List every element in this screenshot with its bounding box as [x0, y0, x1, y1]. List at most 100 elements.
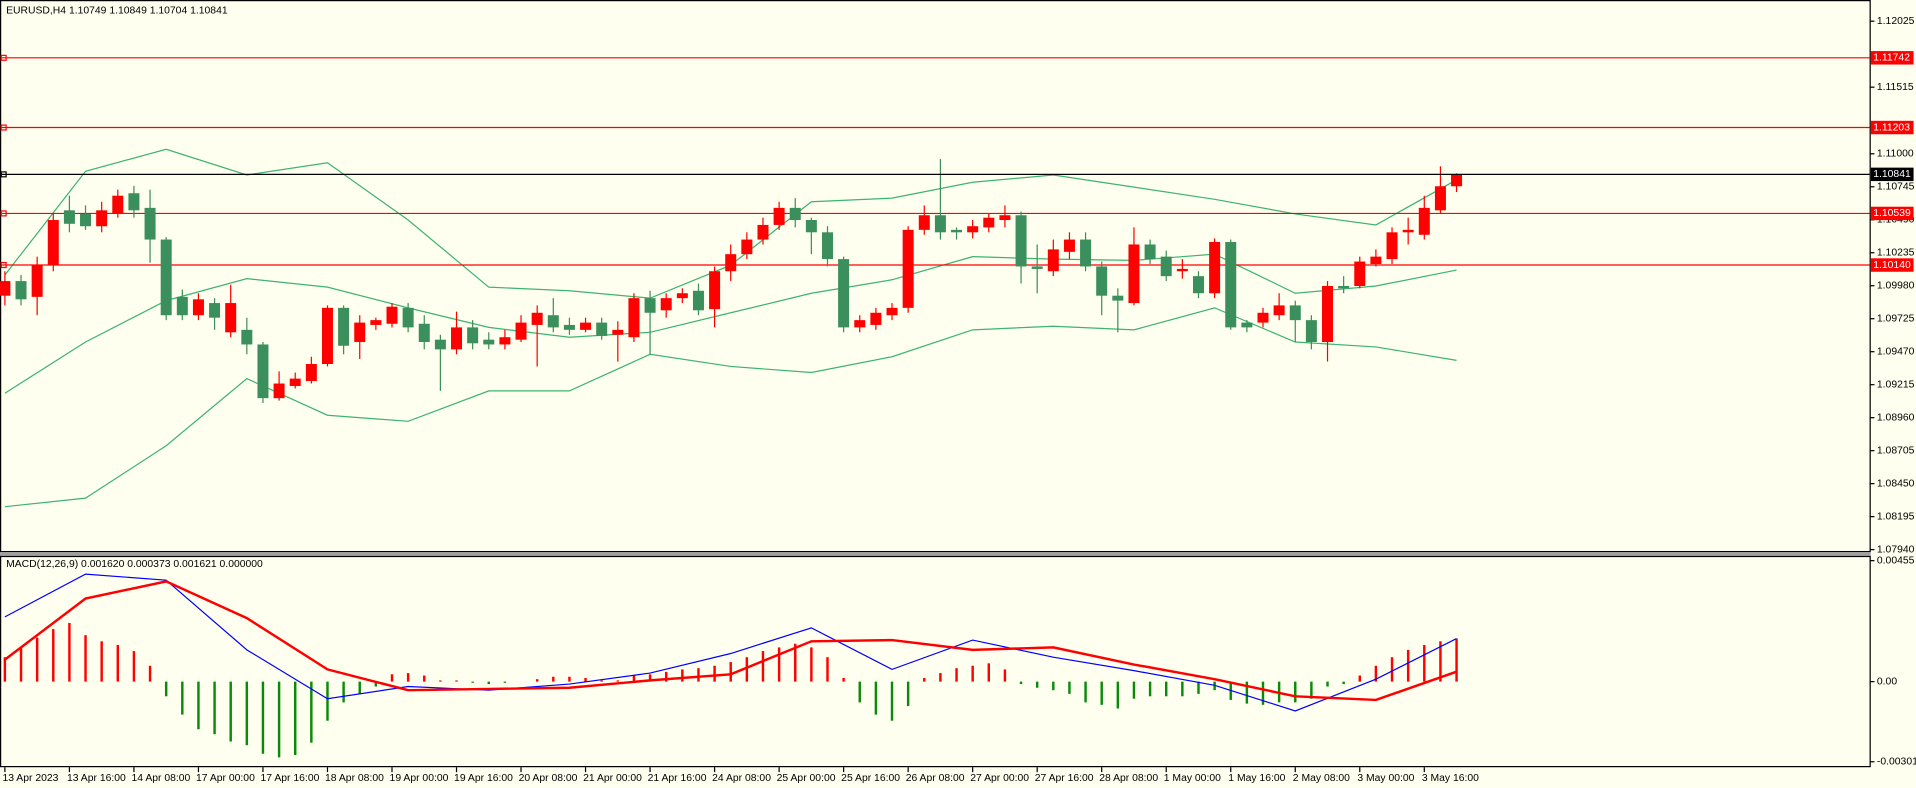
candle-body: [1241, 322, 1253, 328]
candle-body: [1225, 242, 1237, 328]
candle-body: [838, 259, 850, 328]
candle-body: [967, 226, 979, 233]
macd-title: MACD(12,26,9) 0.001620 0.000373 0.001621…: [6, 559, 263, 570]
candle-body: [854, 320, 866, 328]
candle-body: [918, 215, 930, 230]
price-level-label: 1.11203: [1873, 122, 1910, 133]
y-tick-label: 1.08195: [1877, 511, 1915, 522]
candle-body: [1305, 320, 1317, 343]
price-title: EURUSD,H4 1.10749 1.10849 1.10704 1.1084…: [6, 6, 228, 17]
candle-body: [1273, 305, 1285, 316]
price-level-box: [1870, 258, 1914, 272]
y-tick-label: 1.09215: [1877, 379, 1915, 390]
x-tick-label: 19 Apr 16:00: [454, 773, 513, 784]
price-level-label: 1.10539: [1873, 208, 1911, 219]
candle-body: [1063, 239, 1075, 252]
y-tick-label: 1.11000: [1877, 149, 1914, 160]
price-level-marker: [0, 171, 7, 178]
x-tick-label: 17 Apr 00:00: [196, 773, 255, 784]
candle-body: [773, 207, 785, 225]
candle-body: [1322, 285, 1334, 343]
candle-body: [676, 293, 688, 299]
candle-body: [1289, 305, 1301, 321]
x-tick-label: 3 May 16:00: [1422, 773, 1479, 784]
candle-body: [1128, 244, 1140, 304]
indicator-line: [4, 580, 1457, 702]
candle-body: [1434, 186, 1446, 211]
candle-body: [1192, 276, 1204, 294]
price-panel: [0, 0, 1871, 553]
x-tick-label: 1 May 00:00: [1164, 773, 1221, 784]
candle-body: [886, 307, 898, 316]
candle-body: [596, 322, 608, 336]
candle-body: [1144, 244, 1156, 260]
candle-body: [15, 281, 27, 300]
candle-body: [289, 378, 301, 386]
y-tick-label: 1.08960: [1877, 412, 1915, 423]
x-tick-label: 1 May 16:00: [1228, 773, 1285, 784]
candle-body: [757, 224, 769, 240]
candle-body: [209, 303, 221, 318]
price-level-label: 1.11742: [1873, 53, 1910, 64]
candle-body: [692, 290, 704, 311]
candle-body: [31, 265, 43, 297]
price-level-box: [1870, 120, 1914, 135]
candle-body: [47, 220, 59, 266]
candle-body: [1176, 268, 1188, 272]
candle-body: [612, 329, 624, 335]
candle-body: [725, 254, 737, 272]
price-level-label: 1.10841: [1873, 169, 1911, 180]
candle-body: [80, 213, 92, 227]
candle-body: [1338, 285, 1350, 289]
candle-body: [741, 239, 753, 255]
price-level-label: 1.10140: [1873, 260, 1911, 271]
x-tick-label: 27 Apr 16:00: [1035, 773, 1094, 784]
candle-body: [1096, 266, 1108, 296]
x-tick-label: 18 Apr 08:00: [325, 773, 384, 784]
candle-body: [386, 306, 398, 324]
candle-body: [370, 320, 382, 325]
candle-body: [0, 281, 11, 296]
candle-body: [1370, 256, 1382, 265]
candle-body: [499, 337, 511, 345]
x-tick-label: 2 May 08:00: [1293, 773, 1350, 784]
candle-body: [1047, 249, 1059, 272]
candle-body: [338, 307, 350, 346]
candle-body: [1418, 207, 1430, 235]
x-tick-label: 21 Apr 00:00: [583, 773, 642, 784]
candle-body: [821, 232, 833, 260]
candle-body: [531, 312, 543, 325]
candle-body: [999, 215, 1011, 221]
candle-body: [321, 307, 333, 364]
candle-body: [112, 195, 124, 214]
candle-body: [1386, 232, 1398, 260]
candle-body: [563, 324, 575, 330]
y-tick-label: 1.10745: [1877, 182, 1915, 193]
indicator-line: [4, 307, 1457, 508]
price-level-marker: [0, 54, 7, 61]
candle-body: [273, 383, 285, 399]
candle-body: [483, 339, 495, 345]
x-tick-label: 21 Apr 16:00: [648, 773, 707, 784]
price-level-box: [1870, 206, 1914, 221]
candle-body: [934, 215, 946, 233]
candle-body: [951, 229, 963, 233]
candle-body: [418, 323, 430, 343]
y-tick-label: 1.10235: [1877, 247, 1915, 258]
x-tick-label: 27 Apr 00:00: [970, 773, 1029, 784]
candle-body: [451, 327, 463, 350]
x-tick-label: 25 Apr 00:00: [777, 773, 836, 784]
candle-body: [1015, 215, 1027, 267]
candle-body: [467, 327, 479, 344]
x-tick-label: 24 Apr 08:00: [712, 773, 771, 784]
candle-body: [1160, 256, 1172, 277]
x-tick-label: 28 Apr 08:00: [1099, 773, 1158, 784]
y-tick-label: 1.08705: [1877, 445, 1915, 456]
candle-body: [1209, 242, 1221, 294]
x-tick-label: 19 Apr 00:00: [390, 773, 449, 784]
candle-body: [144, 207, 156, 240]
candle-body: [789, 207, 801, 221]
